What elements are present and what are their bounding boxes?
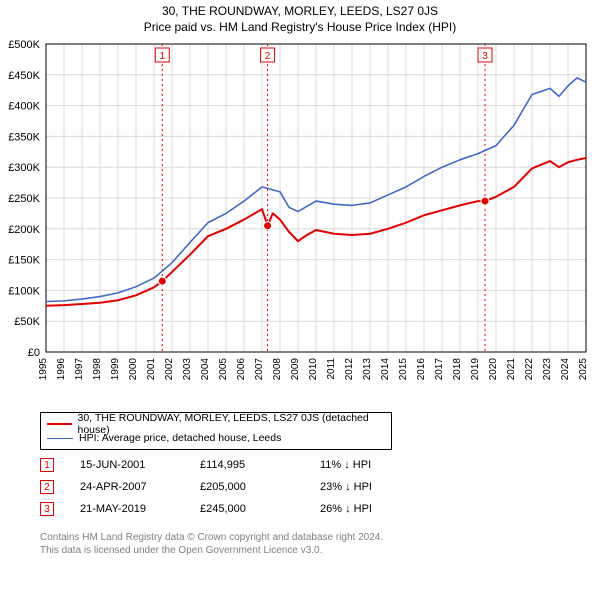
x-tick-label: 2012 — [344, 358, 355, 381]
sales-table: 1 15-JUN-2001£114,99511% ↓ HPI 2 24-APR-200… — [40, 454, 440, 520]
x-tick-label: 2004 — [200, 358, 211, 381]
sale-marker-num: 3 — [482, 51, 488, 62]
x-tick-label: 2019 — [470, 358, 481, 381]
y-tick-label: £0 — [28, 347, 40, 359]
sale-marker-dot — [158, 277, 166, 285]
sale-row-delta: 26% ↓ HPI — [320, 503, 440, 515]
x-tick-label: 2024 — [560, 358, 571, 381]
legend-swatch — [47, 423, 72, 425]
y-tick-label: £300K — [8, 162, 40, 174]
sale-row-delta: 23% ↓ HPI — [320, 481, 440, 493]
chart: £0 £50K £100K £150K £200K £250K £300K £350K £400… — [0, 0, 600, 400]
x-tick-label: 2022 — [524, 358, 535, 381]
sale-row-marker: 3 — [40, 502, 54, 516]
sale-row-date: 24-APR-2007 — [80, 481, 200, 493]
sale-row-price: £114,995 — [200, 459, 320, 471]
sale-row-date: 15-JUN-2001 — [80, 459, 200, 471]
x-tick-label: 2006 — [236, 358, 247, 381]
sale-row-price: £205,000 — [200, 481, 320, 493]
x-tick-label: 1998 — [92, 358, 103, 381]
sale-row: 2 24-APR-2007£205,00023% ↓ HPI — [40, 476, 440, 498]
sale-marker-dot — [264, 222, 272, 230]
footer-line2: This data is licensed under the Open Gov… — [40, 545, 383, 558]
y-tick-label: £200K — [8, 224, 40, 236]
footer-line1: Contains HM Land Registry data © Crown c… — [40, 532, 383, 545]
x-tick-label: 2007 — [254, 358, 265, 381]
sale-row-marker: 2 — [40, 480, 54, 494]
x-tick-label: 2000 — [128, 358, 139, 381]
x-tick-label: 1995 — [38, 358, 49, 381]
x-tick-label: 2014 — [380, 358, 391, 381]
x-tick-label: 2015 — [398, 358, 409, 381]
sale-marker-num: 2 — [265, 51, 271, 62]
y-tick-label: £400K — [8, 101, 40, 113]
x-tick-label: 2025 — [578, 358, 589, 381]
y-tick-label: £350K — [8, 131, 40, 143]
x-tick-label: 2016 — [416, 358, 427, 381]
legend-item: 30, THE ROUNDWAY, MORLEY, LEEDS, LS27 0J… — [47, 417, 385, 431]
x-tick-label: 2023 — [542, 358, 553, 381]
legend-swatch — [47, 438, 73, 439]
x-tick-label: 2017 — [434, 358, 445, 381]
sale-marker-num: 1 — [159, 51, 165, 62]
x-tick-label: 2018 — [452, 358, 463, 381]
legend-label: HPI: Average price, detached house, Leed… — [79, 432, 281, 444]
y-tick-label: £250K — [8, 193, 40, 205]
x-tick-label: 2009 — [290, 358, 301, 381]
x-tick-label: 2001 — [146, 358, 157, 381]
y-tick-label: £100K — [8, 285, 40, 297]
sale-row: 1 15-JUN-2001£114,99511% ↓ HPI — [40, 454, 440, 476]
y-tick-label: £450K — [8, 70, 40, 82]
x-tick-label: 2008 — [272, 358, 283, 381]
x-tick-label: 2011 — [326, 358, 337, 380]
sale-row: 3 21-MAY-2019£245,00026% ↓ HPI — [40, 498, 440, 520]
x-tick-label: 1999 — [110, 358, 121, 381]
y-tick-label: £500K — [8, 39, 40, 51]
y-tick-label: £150K — [8, 255, 40, 267]
x-tick-label: 2002 — [164, 358, 175, 381]
sale-marker-dot — [481, 197, 489, 205]
sale-row-price: £245,000 — [200, 503, 320, 515]
x-tick-label: 1997 — [74, 358, 85, 381]
x-tick-label: 2003 — [182, 358, 193, 381]
legend: 30, THE ROUNDWAY, MORLEY, LEEDS, LS27 0J… — [40, 412, 392, 450]
x-tick-label: 2010 — [308, 358, 319, 381]
sale-row-marker: 1 — [40, 458, 54, 472]
x-tick-label: 2005 — [218, 358, 229, 381]
x-tick-label: 2021 — [506, 358, 517, 381]
x-tick-label: 2013 — [362, 358, 373, 381]
x-tick-label: 2020 — [488, 358, 499, 381]
footer-attribution: Contains HM Land Registry data © Crown c… — [40, 532, 383, 557]
sale-row-delta: 11% ↓ HPI — [320, 459, 440, 471]
sale-row-date: 21-MAY-2019 — [80, 503, 200, 515]
x-tick-label: 1996 — [56, 358, 67, 381]
y-tick-label: £50K — [14, 316, 40, 328]
